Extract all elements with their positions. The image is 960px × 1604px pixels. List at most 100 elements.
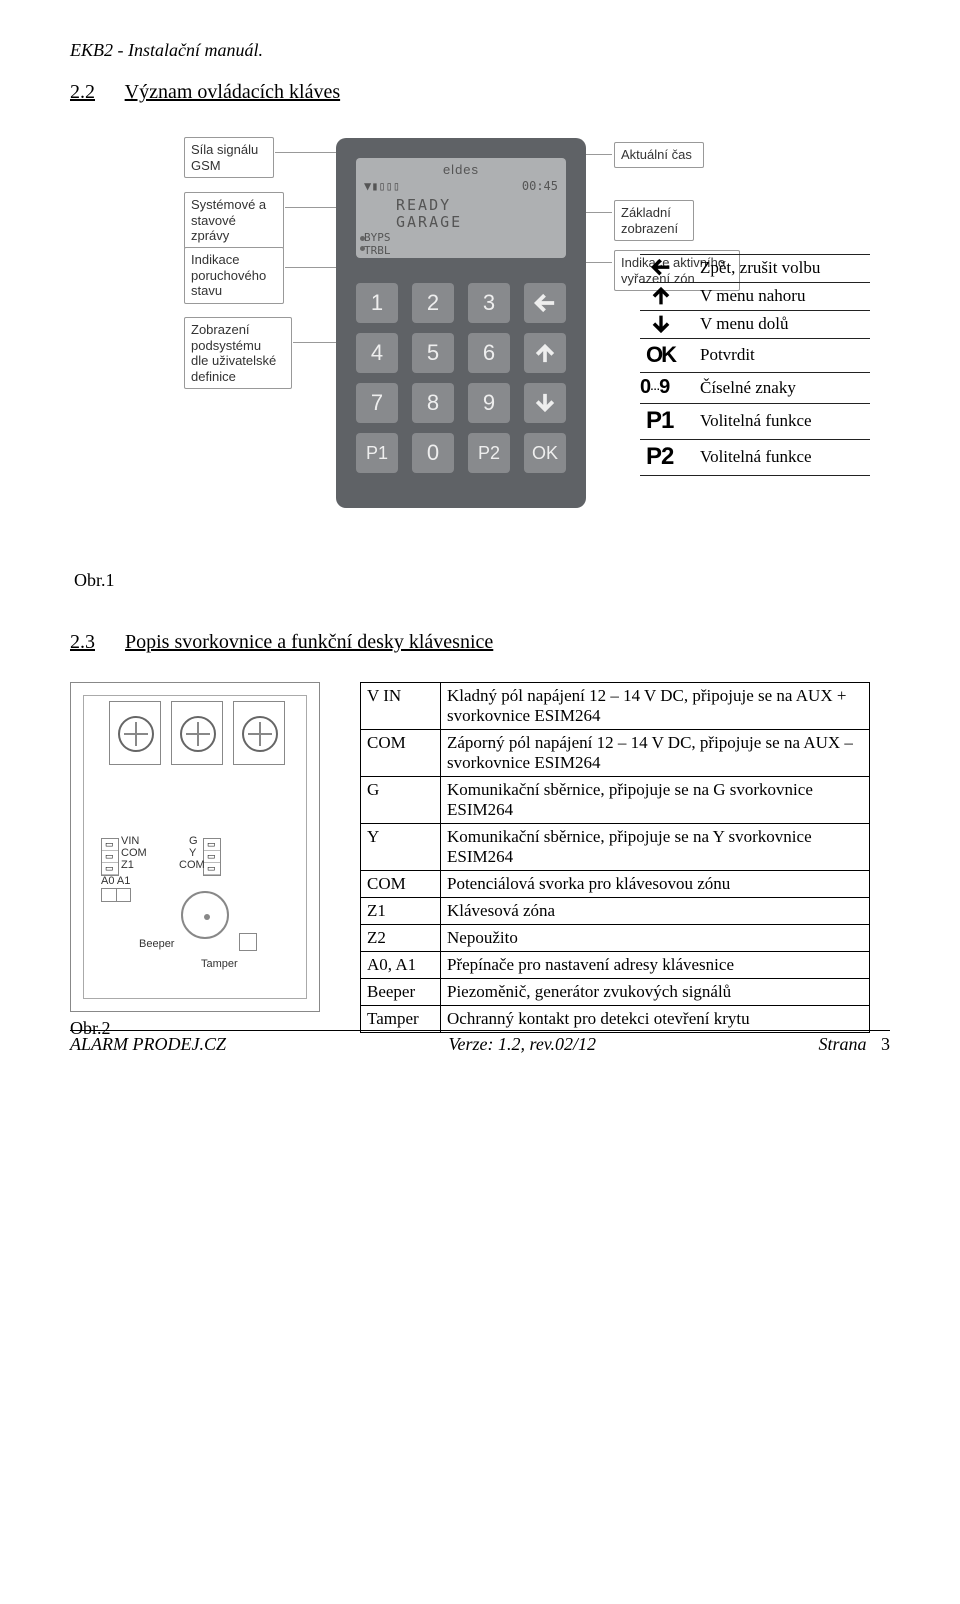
pin-vin: VIN xyxy=(121,835,139,847)
lcd-time: 00:45 xyxy=(522,179,558,193)
keypad-device: eldes ▼▮▯▯▯ 00:45 READYGARAGE BYPSTRBL 1… xyxy=(336,138,586,508)
table-row: Z1Klávesová zóna xyxy=(361,898,870,925)
footer-page-label: Strana xyxy=(818,1034,866,1054)
figure-1: Síla signáluGSM Systémové astavové zpráv… xyxy=(70,132,890,562)
terminal-desc: Ochranný kontakt pro detekci otevření kr… xyxy=(441,1006,870,1033)
section-2-3-body: ▭▭▭ VIN COM Z1 A0 A1 ▭▭▭ G Y COM Beeper … xyxy=(70,682,890,1039)
key-4[interactable]: 4 xyxy=(356,333,398,373)
table-row: Z2Nepoužito xyxy=(361,925,870,952)
key-ok[interactable]: OK xyxy=(524,433,566,473)
key-p2[interactable]: P2 xyxy=(468,433,510,473)
terminal-desc: Potenciálová svorka pro klávesovou zónu xyxy=(441,871,870,898)
page-header: EKB2 - Instalační manuál. xyxy=(70,40,890,61)
pin-y: Y xyxy=(189,847,196,859)
terminal-desc: Nepoužito xyxy=(441,925,870,952)
km-label: V menu nahoru xyxy=(700,286,805,306)
table-row: YKomunikační sběrnice, připojuje se na Y… xyxy=(361,824,870,871)
key-5[interactable]: 5 xyxy=(412,333,454,373)
terminal-name: A0, A1 xyxy=(361,952,441,979)
footer-center: Verze: 1.2, rev.02/12 xyxy=(449,1034,596,1055)
km-row-p2: P2 Volitelná funkce xyxy=(640,439,870,476)
lcd-brand: eldes xyxy=(356,158,566,177)
km-label: V menu dolů xyxy=(700,314,788,334)
lcd-screen: eldes ▼▮▯▯▯ 00:45 READYGARAGE BYPSTRBL xyxy=(356,158,566,258)
terminal-desc: Kladný pól napájení 12 – 14 V DC, připoj… xyxy=(441,683,870,730)
pcb-diagram: ▭▭▭ VIN COM Z1 A0 A1 ▭▭▭ G Y COM Beeper … xyxy=(70,682,320,1012)
callout-trbl: Indikaceporuchovéhostavu xyxy=(184,247,284,304)
table-row: COMZáporný pól napájení 12 – 14 V DC, př… xyxy=(361,730,870,777)
ok-symbol: OK xyxy=(646,342,675,368)
section-2-3-num: 2.3 xyxy=(70,631,120,654)
figure-1-caption: Obr.1 xyxy=(74,570,890,591)
tamper-label: Tamper xyxy=(201,958,238,970)
terminal-name: Tamper xyxy=(361,1006,441,1033)
key-down[interactable] xyxy=(524,383,566,423)
km-label: Zpět, zrušit volbu xyxy=(700,258,820,278)
key-6[interactable]: 6 xyxy=(468,333,510,373)
lcd-signal: ▼▮▯▯▯ xyxy=(364,179,400,193)
key-2[interactable]: 2 xyxy=(412,283,454,323)
km-row-ok: OK Potvrdit xyxy=(640,338,870,372)
arrow-up-icon xyxy=(534,342,556,364)
callout-ready: Základnízobrazení xyxy=(614,200,694,241)
section-2-3-text: Popis svorkovnice a funkční desky kláves… xyxy=(125,631,493,653)
arrow-up-icon xyxy=(648,286,674,306)
table-row: GKomunikační sběrnice, připojuje se na G… xyxy=(361,777,870,824)
tamper-switch-icon xyxy=(239,933,257,951)
km-row-up: V menu nahoru xyxy=(640,282,870,310)
arrow-left-icon xyxy=(648,258,674,278)
terminal-name: COM xyxy=(361,730,441,777)
beeper-label: Beeper xyxy=(139,938,174,950)
terminal-name: Beeper xyxy=(361,979,441,1006)
terminal-name: V IN xyxy=(361,683,441,730)
pin-a0a1: A0 A1 xyxy=(101,875,130,887)
table-row: COMPotenciálová svorka pro klávesovou zó… xyxy=(361,871,870,898)
pin-z1: Z1 xyxy=(121,859,134,871)
terminal-name: Z1 xyxy=(361,898,441,925)
pin-g: G xyxy=(189,835,198,847)
footer-right: Strana 3 xyxy=(818,1034,890,1055)
key-9[interactable]: 9 xyxy=(468,383,510,423)
terminal-desc: Komunikační sběrnice, připojuje se na Y … xyxy=(441,824,870,871)
terminal-name: G xyxy=(361,777,441,824)
digit-range: 0…9 xyxy=(640,376,669,399)
key-p1[interactable]: P1 xyxy=(356,433,398,473)
section-2-2-text: Význam ovládacích kláves xyxy=(125,81,340,103)
table-row: BeeperPiezoměnič, generátor zvukových si… xyxy=(361,979,870,1006)
terminal-name: Y xyxy=(361,824,441,871)
callout-partition: Zobrazenípodsystémudle uživatelskédefini… xyxy=(184,317,292,389)
beeper-icon xyxy=(181,891,229,939)
p1-symbol: P1 xyxy=(646,407,673,435)
p2-symbol: P2 xyxy=(646,443,673,471)
km-row-down: V menu dolů xyxy=(640,310,870,338)
key-up[interactable] xyxy=(524,333,566,373)
arrow-down-icon xyxy=(648,314,674,334)
lcd-status: READYGARAGE xyxy=(356,197,566,230)
key-7[interactable]: 7 xyxy=(356,383,398,423)
callout-time: Aktuální čas xyxy=(614,142,704,168)
table-row: A0, A1Přepínače pro nastavení adresy klá… xyxy=(361,952,870,979)
arrow-down-icon xyxy=(534,392,556,414)
table-row: V INKladný pól napájení 12 – 14 V DC, př… xyxy=(361,683,870,730)
section-2-2-title: 2.2 Význam ovládacích kláves xyxy=(70,81,890,104)
footer-left: ALARM PRODEJ.CZ xyxy=(70,1034,226,1055)
callout-gsm: Síla signáluGSM xyxy=(184,137,274,178)
key-1[interactable]: 1 xyxy=(356,283,398,323)
terminal-table: V INKladný pól napájení 12 – 14 V DC, př… xyxy=(360,682,870,1033)
key-3[interactable]: 3 xyxy=(468,283,510,323)
section-2-3-title: 2.3 Popis svorkovnice a funkční desky kl… xyxy=(70,631,890,654)
footer-page-number: 3 xyxy=(881,1034,890,1054)
km-row-digits: 0…9 Číselné znaky xyxy=(640,372,870,403)
terminal-name: Z2 xyxy=(361,925,441,952)
key-0[interactable]: 0 xyxy=(412,433,454,473)
page-footer: ALARM PRODEJ.CZ Verze: 1.2, rev.02/12 St… xyxy=(70,1030,890,1055)
km-label: Volitelná funkce xyxy=(700,411,812,431)
key-back[interactable] xyxy=(524,283,566,323)
km-label: Potvrdit xyxy=(700,345,755,365)
table-row: TamperOchranný kontakt pro detekci otevř… xyxy=(361,1006,870,1033)
key-8[interactable]: 8 xyxy=(412,383,454,423)
key-meaning-table: Zpět, zrušit volbu V menu nahoru V menu … xyxy=(640,254,870,476)
km-row-p1: P1 Volitelná funkce xyxy=(640,403,870,439)
terminal-desc: Klávesová zóna xyxy=(441,898,870,925)
pin-com2: COM xyxy=(179,859,205,871)
